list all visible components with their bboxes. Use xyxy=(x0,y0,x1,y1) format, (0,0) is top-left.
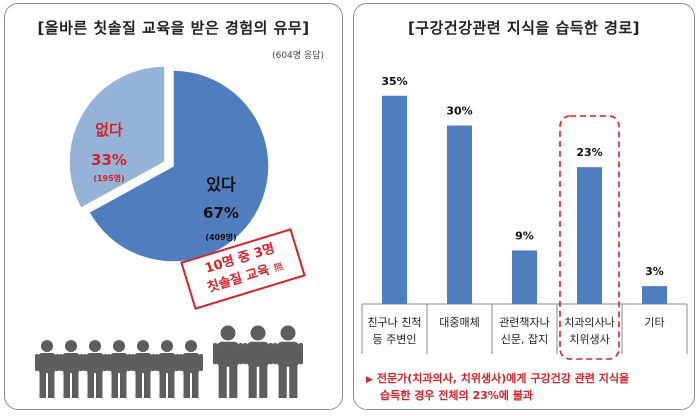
right-panel-title: [구강건강관련 지식을 습득한 경로] xyxy=(407,19,641,37)
triangle-right-icon: ▶ xyxy=(366,375,373,385)
category-label: 관련책자나 신문, 잡지 xyxy=(499,316,550,346)
respondents-note: (604명 응답) xyxy=(272,51,324,61)
pie-label-yes: 있다 xyxy=(206,175,236,194)
bar-value-label: 3% xyxy=(645,265,664,278)
left-panel: [올바른 칫솔질 교육을 받은 경험의 유무] (604명 응답) 있다 67% (… xyxy=(4,3,343,410)
right-panel: [구강건강관련 지식을 습득한 경로] 35% 30% 9% 23% 3% 친구나 친척… xyxy=(353,3,695,410)
note-line1: 전문가(치과의사, 치위생사)에게 구강건강 관련 지식을 xyxy=(376,372,630,385)
summary-note: ▶ 전문가(치과의사, 치위생사)에게 구강건강 관련 지식을 습득한 경우 전체… xyxy=(366,371,686,404)
person-icon-highlighted xyxy=(213,325,243,398)
pie-label-no: 없다 xyxy=(95,121,123,139)
pie-percent-yes: 67% xyxy=(203,204,239,222)
bar-value-label: 23% xyxy=(576,146,602,159)
person-icon xyxy=(35,340,59,398)
bar-value-label: 9% xyxy=(515,229,534,242)
bar xyxy=(382,95,407,304)
left-panel-title: [올바른 칫솔질 교육을 받은 경험의 유무] xyxy=(37,19,310,37)
person-icon xyxy=(107,340,131,398)
bar xyxy=(512,250,537,304)
pie-count-yes: (409명) xyxy=(205,232,236,242)
bar xyxy=(447,125,472,304)
person-icon xyxy=(131,340,155,398)
bar xyxy=(642,286,667,304)
category-label: 치과의사나 치위생사 xyxy=(564,316,615,346)
category-label: 친구나 친척 등 주변인 xyxy=(367,316,422,346)
category-label: 대중매체 xyxy=(439,316,480,329)
people-pictogram xyxy=(35,325,303,398)
pie-chart: 있다 67% (409명) 없다 33% (195명) xyxy=(35,65,303,398)
pie-count-no: (195명) xyxy=(93,173,124,183)
person-icon-highlighted xyxy=(243,325,273,398)
bar-value-label: 35% xyxy=(381,75,407,88)
bar xyxy=(577,167,602,304)
stamp-mark: 無 xyxy=(272,261,286,275)
bar-value-label: 30% xyxy=(446,105,472,118)
pie-slice-no xyxy=(68,65,166,210)
person-icon-highlighted xyxy=(273,325,303,398)
bar-chart: 35% 30% 9% 23% 3% xyxy=(361,75,688,360)
person-icon xyxy=(179,340,203,398)
note-line2: 습득한 경우 전체의 23%에 불과 xyxy=(380,389,533,402)
person-icon xyxy=(83,340,107,398)
person-icon xyxy=(155,340,179,398)
pie-slice-yes xyxy=(87,69,270,263)
person-icon xyxy=(59,340,83,398)
highlight-box xyxy=(559,115,620,360)
category-label: 기타 xyxy=(644,316,665,329)
pie-percent-no: 33% xyxy=(91,151,127,169)
